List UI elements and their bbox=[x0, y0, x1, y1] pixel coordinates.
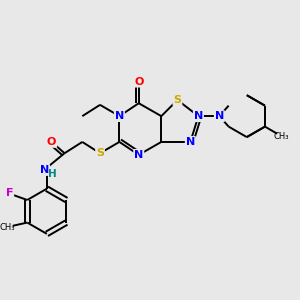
Text: N: N bbox=[186, 137, 195, 147]
Text: O: O bbox=[134, 76, 143, 87]
Text: N: N bbox=[40, 165, 49, 175]
Text: F: F bbox=[6, 188, 13, 198]
Text: N: N bbox=[194, 111, 203, 121]
Text: S: S bbox=[96, 148, 104, 158]
Text: N: N bbox=[134, 150, 143, 160]
Text: S: S bbox=[173, 95, 181, 105]
Text: H: H bbox=[48, 169, 57, 179]
Text: O: O bbox=[47, 137, 56, 147]
Text: N: N bbox=[115, 111, 124, 121]
Text: N: N bbox=[215, 111, 224, 121]
Text: CH₃: CH₃ bbox=[0, 223, 15, 232]
Text: CH₃: CH₃ bbox=[274, 132, 290, 141]
